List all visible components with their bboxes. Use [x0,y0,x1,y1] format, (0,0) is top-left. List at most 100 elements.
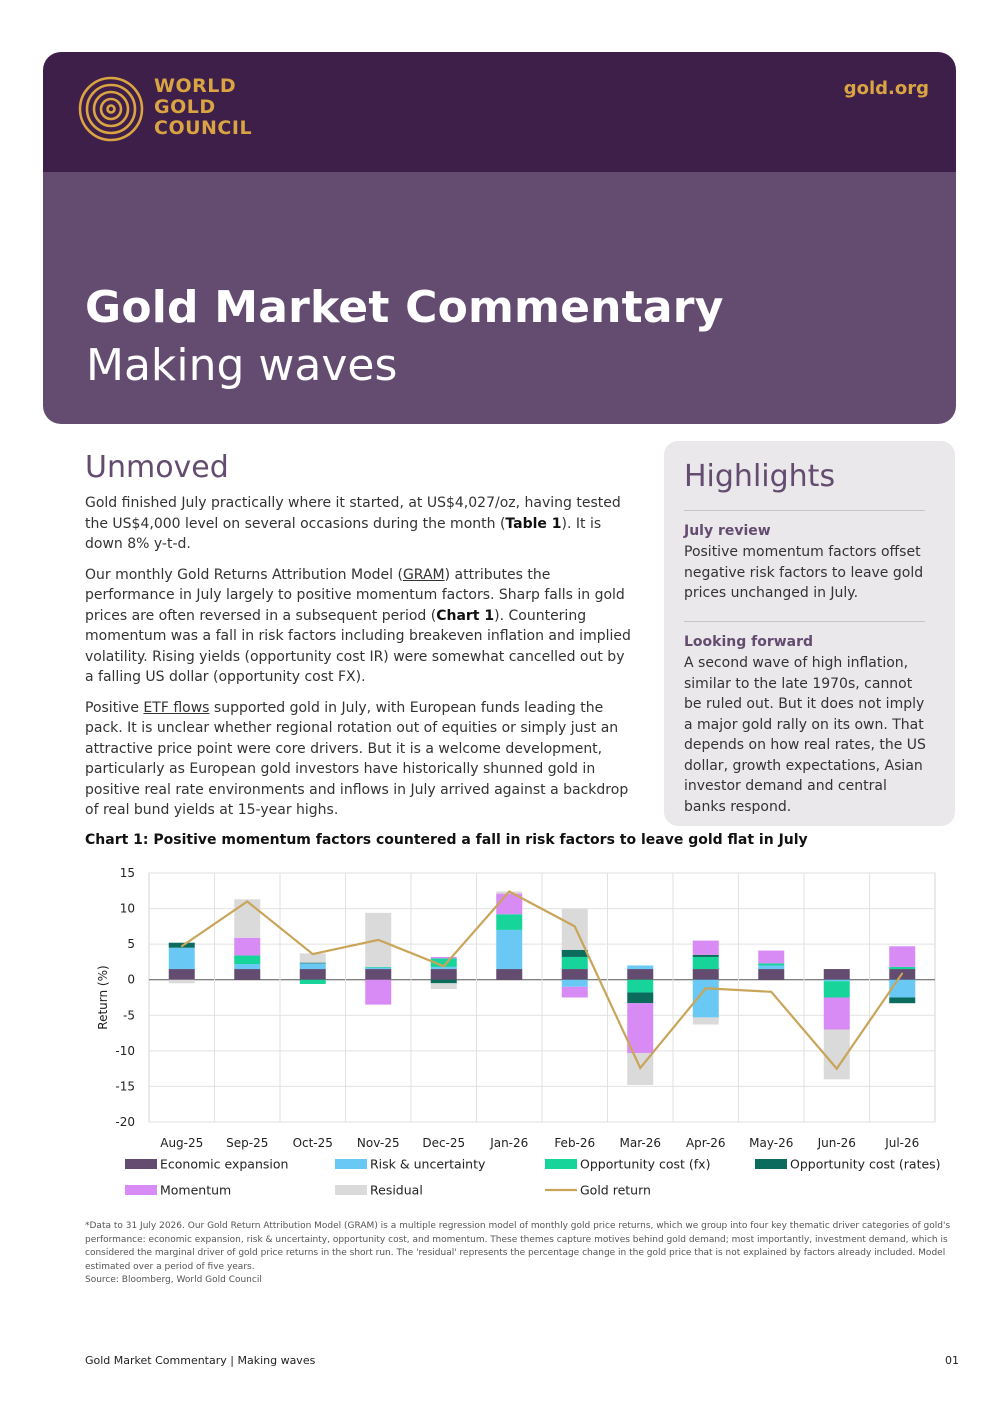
bar-segment-momentum [823,997,850,1030]
gold-return-point [573,925,576,928]
bar-segment-residual [692,1017,719,1025]
highlight-heading-looking-forward: Looking forward [684,634,814,650]
y-tick-label: -5 [123,1008,135,1022]
bar-segment-opportunity-cost-rates- [299,962,326,964]
bar-segment-opportunity-cost-rates- [561,949,588,957]
y-tick-label: 10 [120,902,135,916]
chart-1-reference: Chart 1 [436,607,495,624]
bar-segment-economic-expansion [430,969,457,980]
bar-segment-opportunity-cost-rates- [430,979,457,984]
document-subtitle: Making waves [86,340,398,391]
legend-swatch [755,1159,787,1169]
bar-segment-economic-expansion [823,969,850,980]
legend-swatch [125,1159,157,1169]
title-band [43,172,956,424]
gold-return-point [311,953,314,955]
legend-label: Momentum [160,1183,231,1198]
x-tick-label: Apr-26 [686,1136,726,1150]
bar-segment-economic-expansion [692,969,719,980]
bar-segment-momentum [758,950,785,964]
highlight-heading-july-review: July review [684,523,771,539]
legend-swatch [335,1185,367,1195]
etf-flows-link[interactable]: ETF flows [143,699,210,716]
bar-segment-opportunity-cost-fx- [889,966,916,970]
bar-segment-risk-uncertainty [496,929,523,970]
legend-swatch [335,1159,367,1169]
chart-title: Chart 1: Positive momentum factors count… [85,832,808,848]
divider [684,510,925,511]
bar-segment-opportunity-cost-fx- [496,914,523,930]
page-number: 01 [945,1354,959,1367]
y-tick-label: 15 [120,866,135,880]
bar-segment-momentum [365,979,392,1005]
bar-segment-risk-uncertainty [627,965,654,970]
highlights-panel: Highlights July review Positive momentum… [664,441,955,826]
bar-segment-momentum [561,986,588,998]
bar-segment-economic-expansion [299,969,326,980]
bar-segment-momentum [889,946,916,967]
gold-return-point [246,900,249,903]
bar-segment-residual [430,983,457,989]
bar-segment-economic-expansion [561,969,588,980]
gold-return-point [835,1067,838,1070]
gold-return-point [704,987,707,990]
y-tick-label: -10 [115,1044,135,1058]
gold-return-point [508,890,511,893]
bar-segment-risk-uncertainty [299,963,326,970]
bar-segment-opportunity-cost-fx- [758,963,785,966]
gold-return-line [181,890,904,1071]
bar-segment-risk-uncertainty [758,965,785,970]
paragraph-2: Our monthly Gold Returns Attribution Mod… [85,566,631,686]
x-tick-label: Aug-25 [160,1136,203,1150]
y-axis-label: Return (%) [96,965,110,1029]
bar-segment-opportunity-cost-fx- [561,956,588,970]
document-title: Gold Market Commentary [85,282,724,333]
bar-segment-opportunity-cost-rates- [692,954,719,957]
bar-segment-opportunity-cost-fx- [692,956,719,970]
bar-segment-risk-uncertainty [889,979,916,998]
gram-link[interactable]: GRAM [402,566,445,583]
bar-segment-risk-uncertainty [168,947,195,970]
bar-segment-risk-uncertainty [234,964,261,970]
chart-footnote: *Data to 31 July 2026. Our Gold Return A… [85,1220,955,1288]
legend-label: Economic expansion [160,1157,288,1172]
legend-label: Residual [370,1183,423,1198]
bar-segment-opportunity-cost-fx- [234,955,261,965]
bar-segment-momentum [430,956,457,959]
legend-swatch [545,1159,577,1169]
bar-segment-opportunity-cost-fx- [299,979,326,984]
bar-segment-opportunity-cost-fx- [365,966,392,968]
y-tick-label: 5 [127,937,135,951]
world-gold-council-logo[interactable]: WORLD GOLD COUNCIL [78,74,268,144]
y-tick-label: -15 [115,1079,135,1093]
gold-rings-icon [78,76,144,142]
bar-segment-economic-expansion [234,969,261,980]
bar-segment-opportunity-cost-rates- [889,997,916,1004]
footnote-text: *Data to 31 July 2026. Our Gold Return A… [85,1221,951,1272]
legend-label: Gold return [580,1183,651,1198]
x-tick-label: Oct-25 [293,1136,333,1150]
bar-segment-risk-uncertainty [365,967,392,970]
bar-segment-economic-expansion [496,969,523,980]
bar-segment-momentum [627,1003,654,1053]
x-tick-label: Mar-26 [620,1136,661,1150]
table-1-reference: Table 1 [505,515,562,532]
section-heading: Unmoved [85,450,229,485]
legend-swatch [125,1185,157,1195]
bar-segment-opportunity-cost-fx- [430,958,457,967]
bar-segment-economic-expansion [758,969,785,980]
gold-return-point [639,1067,642,1069]
bar-segment-economic-expansion [627,969,654,980]
bar-segment-opportunity-cost-fx- [823,981,850,998]
x-tick-label: Feb-26 [554,1136,595,1150]
gold-return-point [901,972,904,975]
highlight-text-july-review: Positive momentum factors offset negativ… [684,544,924,601]
bar-segment-opportunity-cost-fx- [627,979,654,993]
x-tick-label: May-26 [749,1136,793,1150]
x-tick-label: Jan-26 [489,1136,528,1150]
gold-return-point [442,965,445,967]
x-tick-label: Jun-26 [817,1136,856,1150]
bar-segment-economic-expansion [168,969,195,980]
website-link[interactable]: gold.org [843,78,929,99]
bar-segment-risk-uncertainty [823,979,850,982]
